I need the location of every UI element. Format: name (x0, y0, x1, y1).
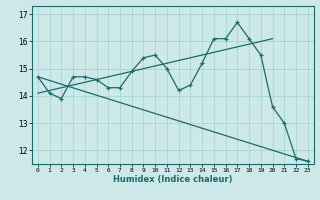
X-axis label: Humidex (Indice chaleur): Humidex (Indice chaleur) (113, 175, 233, 184)
